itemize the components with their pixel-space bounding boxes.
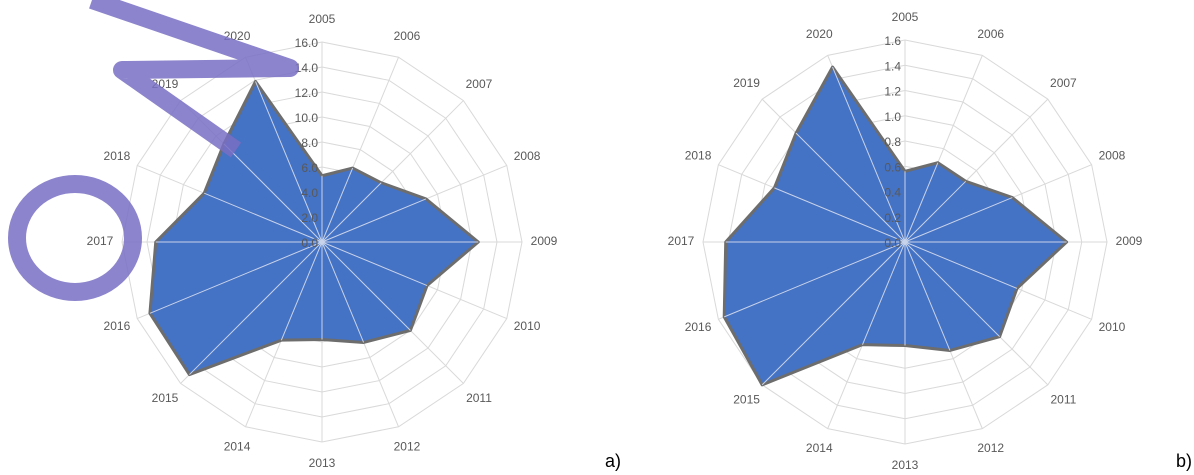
category-label: 2019	[733, 76, 760, 90]
spoke-inner	[724, 241, 906, 318]
category-label: 2007	[1050, 76, 1077, 90]
spoke-inner	[321, 167, 354, 243]
y-tick-label: 0.6	[884, 160, 901, 174]
category-label: 2014	[806, 441, 833, 455]
y-tick-label: 4.0	[301, 186, 318, 200]
spoke-inner	[904, 241, 1018, 289]
y-tick-label: 0.0	[301, 236, 318, 250]
y-tick-label: 1.0	[884, 110, 901, 124]
spoke-inner	[904, 241, 1000, 337]
category-label: 2005	[309, 12, 336, 26]
spoke-inner	[862, 241, 906, 345]
category-label: 2009	[531, 234, 558, 248]
category-label: 2017	[87, 234, 114, 248]
y-tick-label: 16.0	[295, 36, 319, 50]
annotation-stroke	[89, 0, 299, 158]
category-label: 2018	[685, 148, 712, 162]
spoke-inner	[321, 182, 382, 243]
spoke-inner	[904, 162, 939, 243]
y-tick-label: 14.0	[295, 61, 319, 75]
spoke-inner	[904, 241, 951, 351]
category-label: 2012	[394, 439, 421, 453]
spoke-inner	[795, 132, 906, 243]
y-tick-label: 2.0	[301, 211, 318, 225]
spoke-inner	[904, 180, 967, 243]
y-tick-label: 0.2	[884, 211, 901, 225]
labels: 2005 2006 2007 2008 2009 2010 2011 2012 2013 2014…	[87, 10, 1192, 472]
category-label: 2011	[466, 391, 492, 405]
category-label: 2018	[104, 149, 131, 163]
category-label: 2014	[224, 439, 251, 453]
y-tick-label: 8.0	[301, 136, 318, 150]
category-label: 2020	[806, 27, 833, 41]
y-tick-label: 0.4	[884, 186, 901, 200]
spoke-inner	[321, 198, 427, 243]
spoke-inner	[189, 241, 323, 375]
y-tick-label: 0.0	[884, 236, 901, 250]
annotation	[8, 0, 299, 301]
spoke-inner	[223, 143, 323, 243]
category-label: 2015	[733, 393, 760, 407]
spoke-inner	[149, 241, 323, 314]
spoke-inner	[321, 241, 411, 331]
spoke-inner	[204, 192, 323, 243]
category-label: 2009	[1116, 234, 1143, 248]
category-label: 2010	[1099, 320, 1126, 334]
marks	[148, 65, 1069, 387]
y-tick-label: 0.8	[884, 135, 901, 149]
annotation-circle	[8, 175, 142, 301]
panel-label: a)	[605, 451, 621, 471]
spoke-inner	[774, 187, 906, 243]
y-tick-label: 1.2	[884, 85, 901, 99]
category-label: 2013	[892, 458, 919, 472]
panel-label: b)	[1176, 451, 1192, 471]
spoke-inner	[321, 241, 365, 343]
category-label: 2008	[1099, 148, 1126, 162]
y-tick-label: 10.0	[295, 111, 319, 125]
category-label: 2011	[1050, 393, 1076, 407]
spoke-inner	[904, 197, 1013, 243]
category-label: 2008	[514, 149, 541, 163]
spoke-inner	[832, 66, 906, 243]
category-label: 2015	[152, 391, 179, 405]
y-tick-label: 1.4	[884, 59, 901, 73]
category-label: 2010	[514, 319, 541, 333]
category-label: 2012	[977, 441, 1004, 455]
y-tick-label: 6.0	[301, 161, 318, 175]
y-tick-label: 12.0	[295, 86, 319, 100]
category-label: 2016	[104, 319, 131, 333]
spoke-inner	[321, 241, 428, 286]
category-label: 2017	[668, 234, 695, 248]
category-label: 2016	[685, 320, 712, 334]
spoke-inner	[761, 241, 906, 386]
y-tick-label: 1.6	[884, 34, 901, 48]
category-label: 2007	[466, 77, 493, 91]
category-label: 2006	[977, 27, 1004, 41]
spoke-inner	[280, 241, 323, 341]
spoke-inner	[255, 81, 323, 243]
category-label: 2006	[394, 29, 421, 43]
category-label: 2005	[892, 10, 919, 24]
category-label: 2013	[309, 456, 336, 470]
